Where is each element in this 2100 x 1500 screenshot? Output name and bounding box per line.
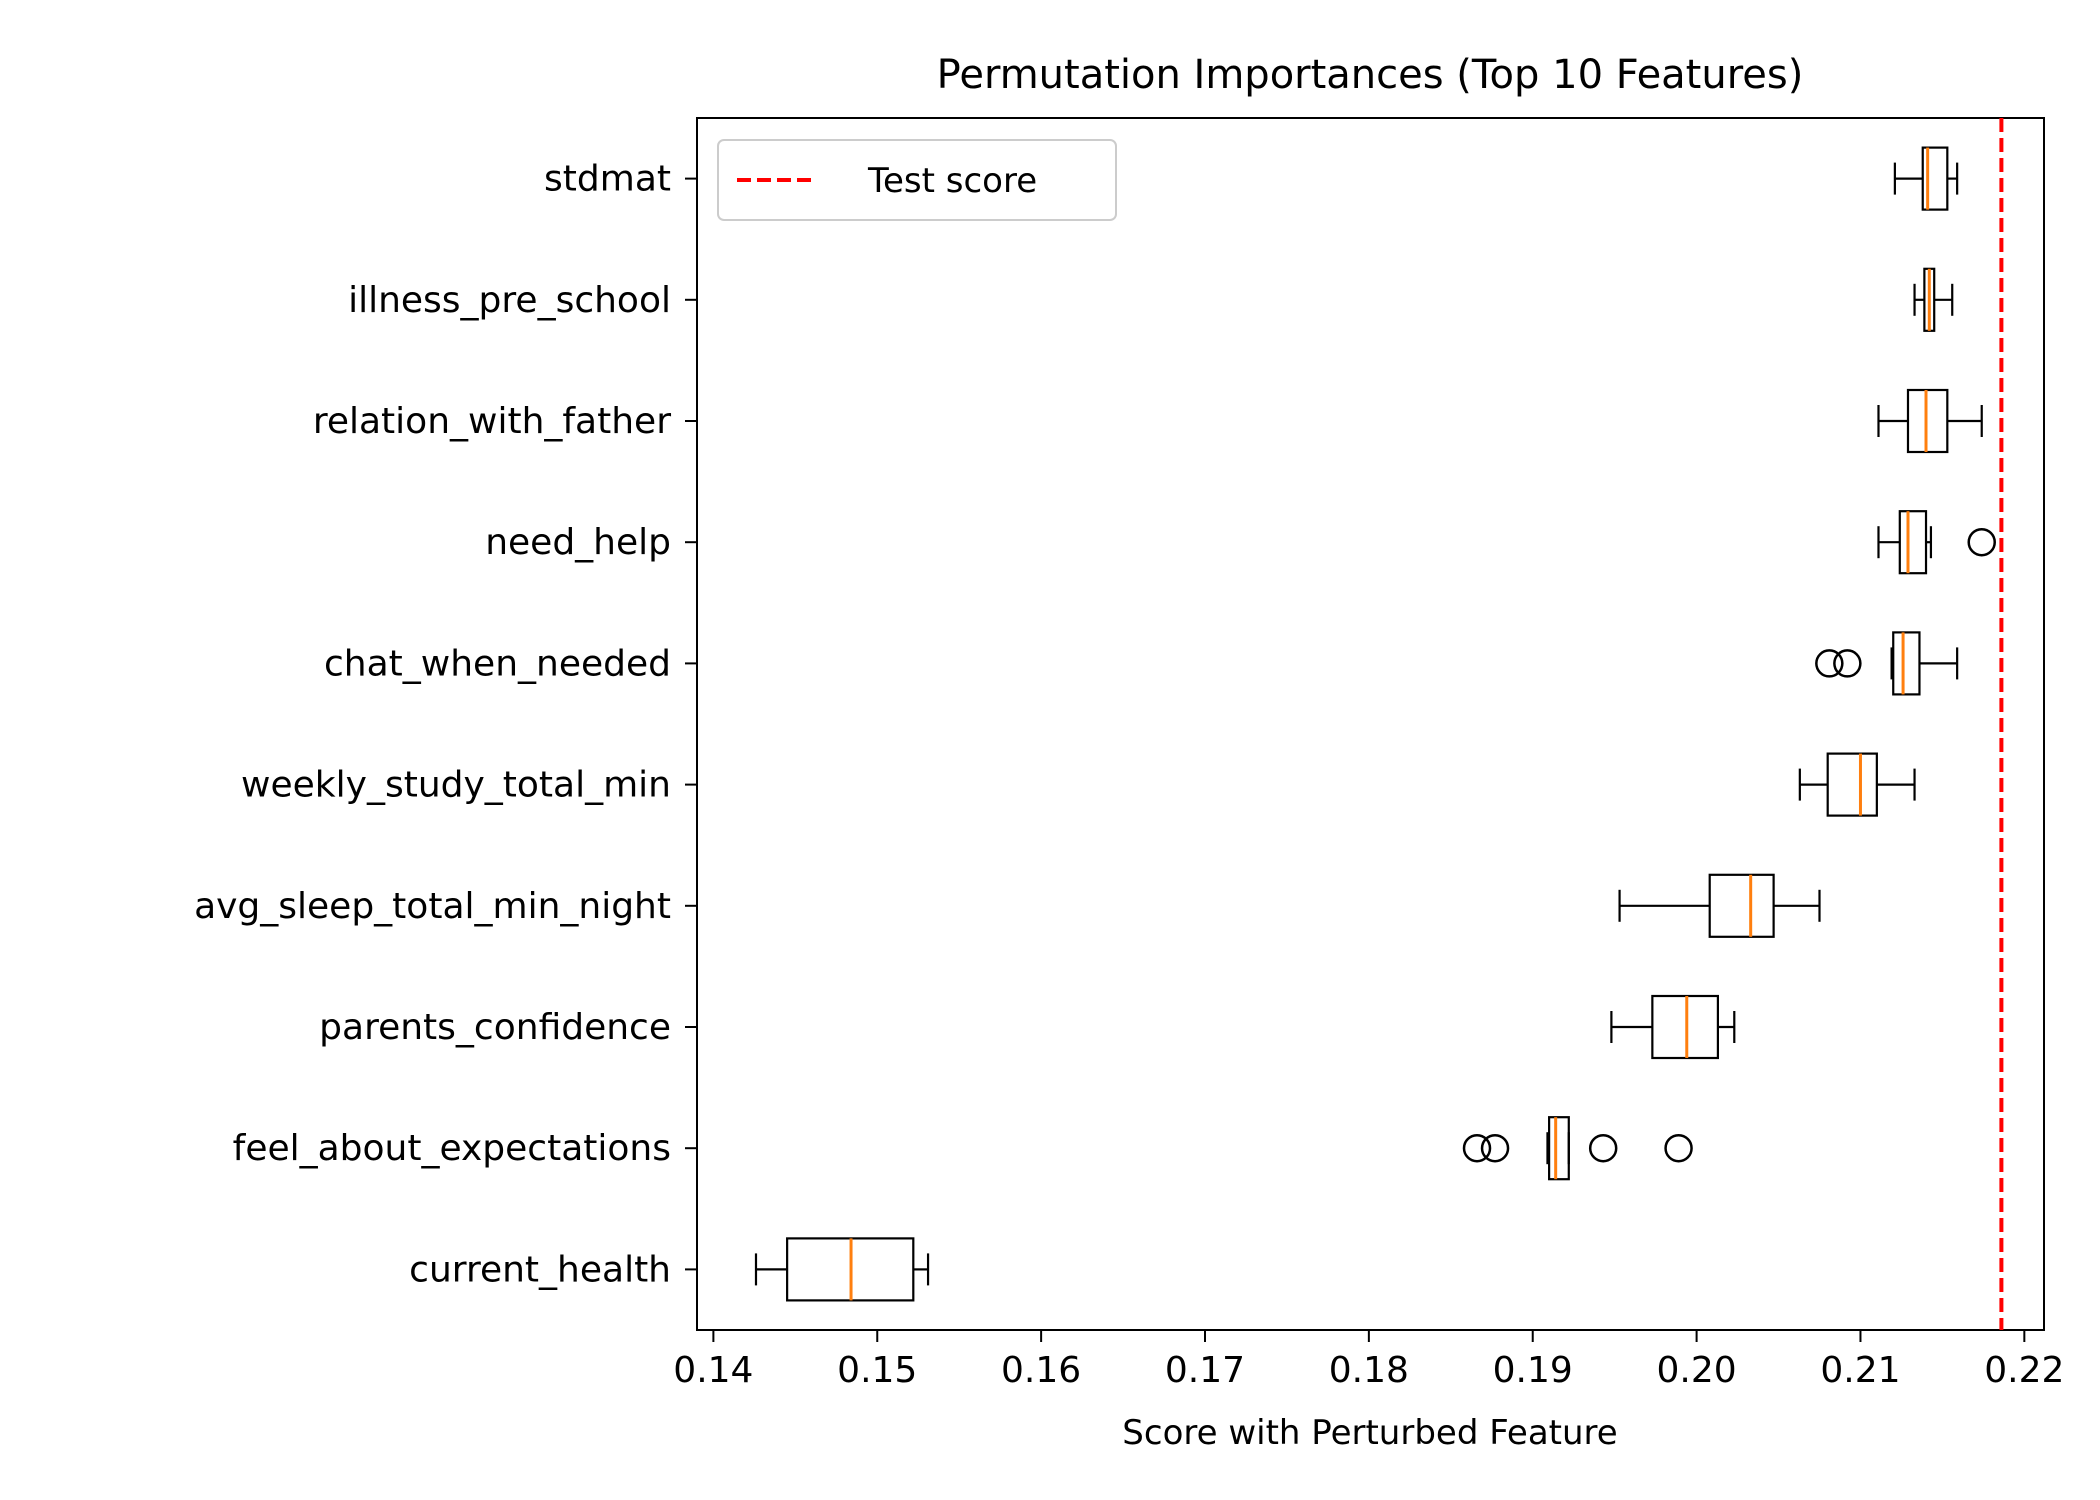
- chart-title: Permutation Importances (Top 10 Features…: [937, 52, 1804, 98]
- x-tick-label: 0.19: [1493, 1350, 1573, 1391]
- y-tick-label: relation_with_father: [313, 401, 671, 442]
- y-axis: stdmat illness_pre_school relation_with_fa…: [194, 159, 697, 1290]
- x-tick-label: 0.17: [1165, 1350, 1245, 1391]
- legend-label-test-score: Test score: [867, 161, 1037, 201]
- y-tick-label: current_health: [409, 1249, 671, 1290]
- box-weekly_study_total_min: [1798, 752, 1916, 817]
- iqr-box: [1906, 388, 1949, 454]
- box-feel_about_expectations: [1462, 1116, 1693, 1181]
- x-tick-label: 0.18: [1329, 1350, 1409, 1391]
- box-need_help: [1877, 510, 1996, 575]
- legend-frame: [717, 139, 1117, 221]
- outlier-point: [1588, 1133, 1618, 1163]
- iqr-box: [1548, 1116, 1570, 1181]
- plot-frame: [696, 117, 2045, 1331]
- x-tick-label: 0.14: [673, 1350, 753, 1391]
- y-tick-label: parents_confidence: [319, 1007, 671, 1048]
- box-stdmat: [1893, 146, 1959, 211]
- iqr-box: [1826, 752, 1878, 817]
- x-tick-label: 0.15: [837, 1350, 917, 1391]
- iqr-box: [1651, 994, 1720, 1060]
- plot-area: [696, 117, 2045, 1331]
- legend: Test score: [717, 139, 1117, 221]
- y-tick-label: weekly_study_total_min: [241, 765, 671, 806]
- y-tick-label: feel_about_expectations: [233, 1128, 671, 1169]
- outlier-point: [1480, 1133, 1510, 1163]
- y-tick-label: illness_pre_school: [348, 280, 671, 321]
- box-series: [754, 146, 1996, 1302]
- iqr-box: [1898, 510, 1928, 575]
- y-tick-label: chat_when_needed: [324, 643, 671, 684]
- y-tick-label: stdmat: [544, 159, 671, 200]
- x-tick-label: 0.21: [1820, 1350, 1900, 1391]
- box-illness_pre_school: [1913, 267, 1954, 332]
- y-tick-label: need_help: [485, 522, 671, 563]
- outlier-point: [1462, 1133, 1492, 1163]
- box-relation_with_father: [1877, 388, 1983, 454]
- outlier-point: [1967, 527, 1996, 557]
- x-tick-label: 0.16: [1001, 1350, 1081, 1391]
- outlier-point: [1664, 1133, 1693, 1163]
- x-tick-label: 0.20: [1657, 1350, 1737, 1391]
- outlier-point: [1815, 649, 1844, 678]
- x-axis: 0.14 0.15 0.16 0.17 0.18 0.19 0.20 0.21 0.22: [673, 1330, 2064, 1391]
- iqr-box: [1708, 873, 1775, 938]
- box-chat_when_needed: [1815, 631, 1959, 696]
- box-parents_confidence: [1610, 994, 1736, 1060]
- y-tick-label: avg_sleep_total_min_night: [194, 886, 671, 927]
- iqr-box: [1921, 146, 1949, 211]
- x-axis-label: Score with Perturbed Feature: [1122, 1413, 1617, 1453]
- outlier-point: [1833, 649, 1862, 678]
- x-tick-label: 0.22: [1984, 1350, 2064, 1391]
- iqr-box: [1892, 631, 1921, 696]
- box-current_health: [754, 1237, 930, 1302]
- box-avg_sleep_total_min_night: [1618, 873, 1821, 938]
